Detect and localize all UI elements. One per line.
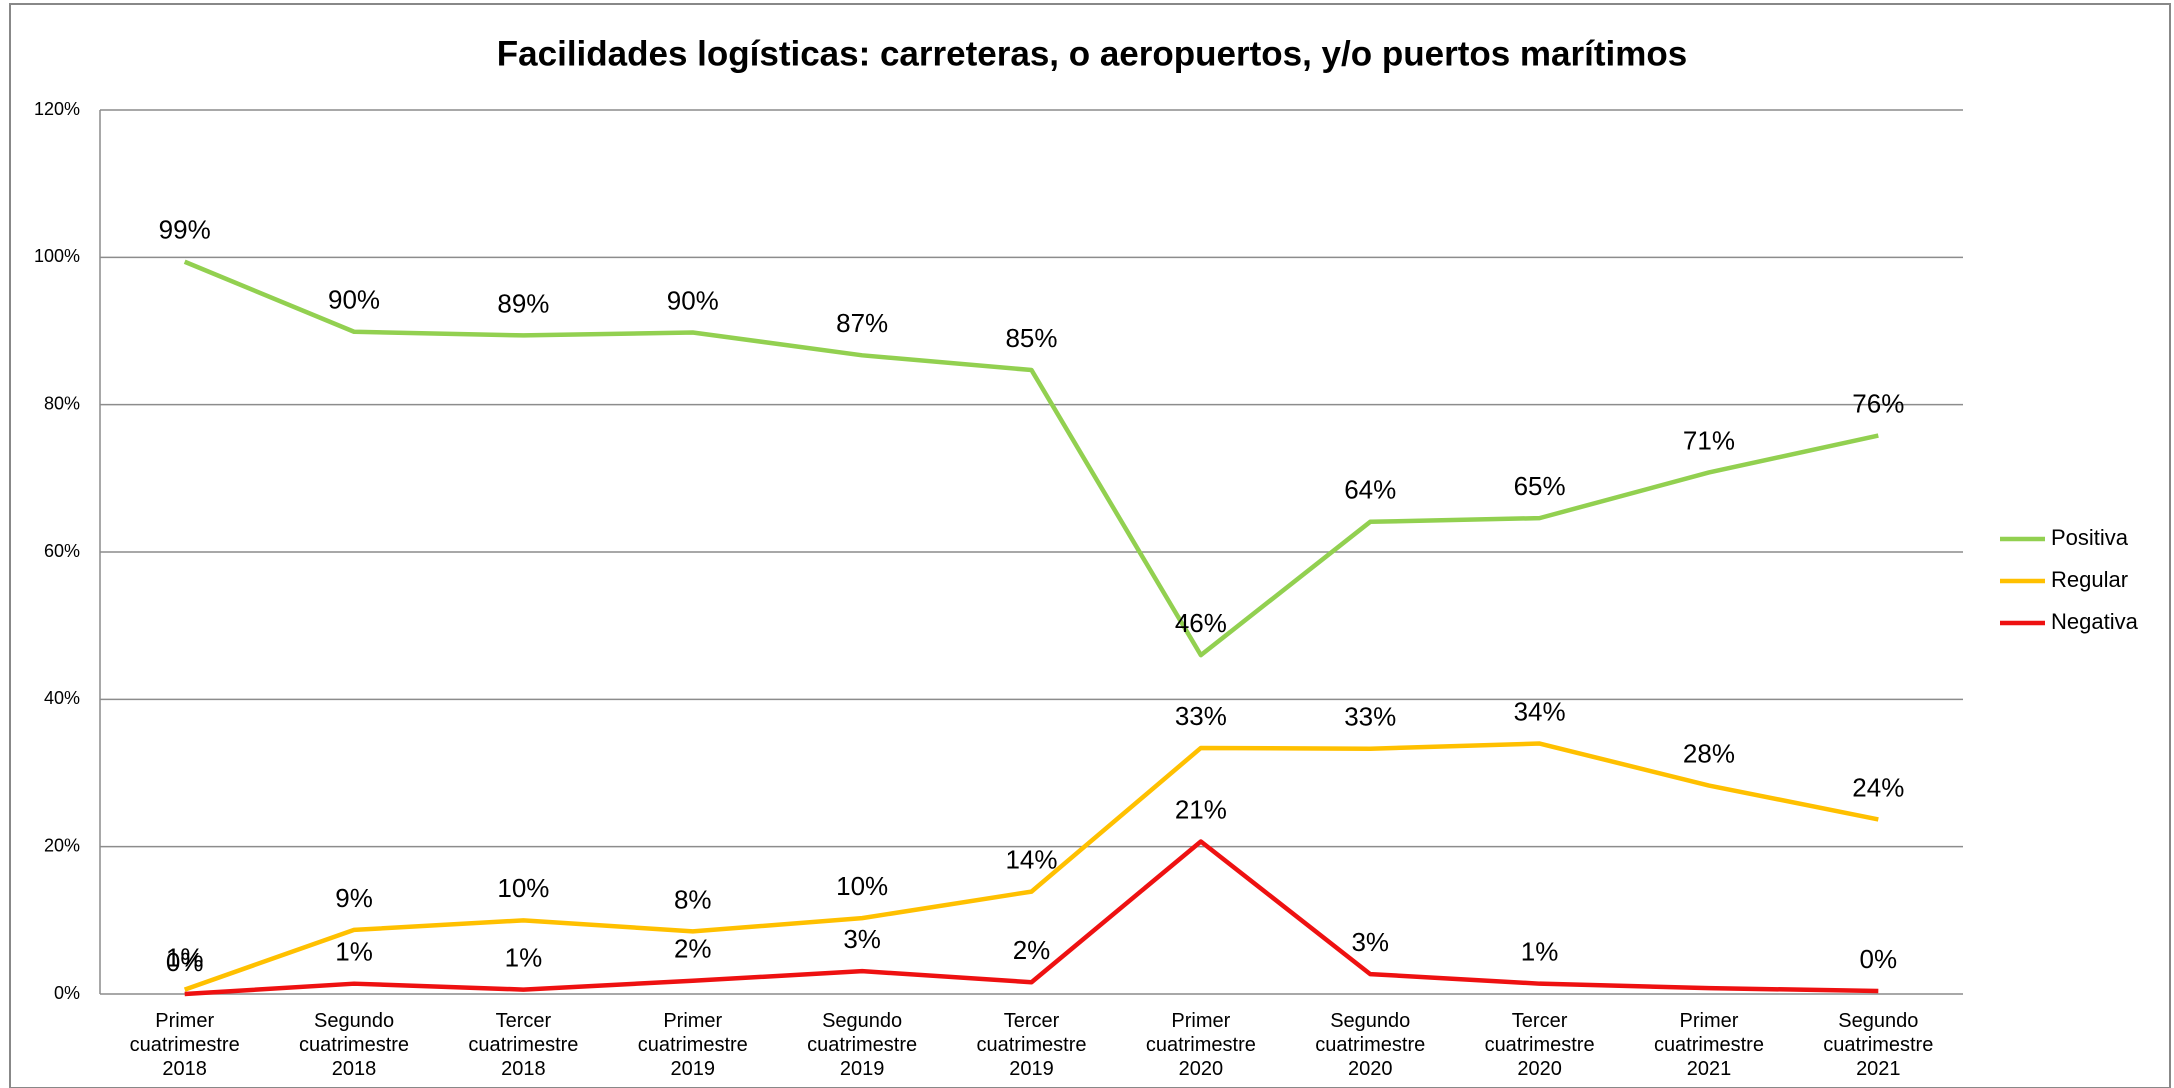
data-label: 10% [836,871,888,901]
chart-border [9,3,2171,1088]
data-label: 10% [497,873,549,903]
x-tick-label: Primer cuatrimestre 2020 [1146,1010,1256,1080]
y-tick-label: 40% [44,688,80,708]
data-label: 3% [843,924,881,954]
data-label: 87% [836,308,888,338]
y-tick-label: 120% [34,99,80,119]
data-label: 90% [667,285,719,315]
data-label: 1% [1521,937,1559,967]
data-label: 85% [1005,323,1057,353]
y-tick-label: 60% [44,541,80,561]
data-label: 24% [1852,772,1904,802]
y-tick-label: 20% [44,835,80,855]
x-tick-label: Tercer cuatrimestre 2019 [976,1010,1086,1080]
data-label: 99% [159,215,211,245]
data-label: 33% [1175,701,1227,731]
series-line [184,839,1879,997]
data-label: 14% [1005,844,1057,874]
data-label: 0% [166,947,204,977]
data-label: 28% [1683,738,1735,768]
series-line [183,259,1879,658]
x-tick-label: Primer cuatrimestre 2021 [1654,1010,1764,1080]
data-label: 2% [674,934,712,964]
data-label: 71% [1683,425,1735,455]
data-label: 34% [1514,696,1566,726]
y-tick-label: 0% [54,983,80,1003]
y-tick-label: 100% [34,246,80,266]
x-tick-label: Primer cuatrimestre 2019 [638,1010,748,1080]
data-label: 33% [1344,702,1396,732]
data-label: 2% [1013,935,1051,965]
x-tick-label: Segundo cuatrimestre 2018 [299,1010,409,1080]
data-label: 89% [497,288,549,318]
data-label: 0% [1860,944,1898,974]
legend-label: Negativa [2051,609,2139,634]
data-label: 9% [335,883,373,913]
data-label: 90% [328,285,380,315]
data-label: 65% [1514,471,1566,501]
x-tick-label: Tercer cuatrimestre 2020 [1485,1010,1595,1080]
data-label: 46% [1175,608,1227,638]
data-label: 8% [674,884,712,914]
x-tick-label: Segundo cuatrimestre 2021 [1823,1010,1933,1080]
data-label: 1% [335,937,373,967]
data-label: 76% [1852,388,1904,418]
legend-label: Positiva [2051,525,2129,550]
x-tick-label: Segundo cuatrimestre 2020 [1315,1010,1425,1080]
y-tick-label: 80% [44,393,80,413]
series-line [183,741,1879,992]
data-label: 3% [1351,927,1389,957]
chart-title: Facilidades logísticas: carreteras, o ae… [497,34,1687,73]
x-tick-label: Segundo cuatrimestre 2019 [807,1010,917,1080]
data-label: 64% [1344,475,1396,505]
data-label: 1% [166,942,204,972]
x-tick-label: Tercer cuatrimestre 2018 [468,1010,578,1080]
legend-label: Regular [2051,567,2128,592]
data-label: 1% [505,942,543,972]
data-label: 21% [1175,794,1227,824]
x-tick-label: Primer cuatrimestre 2018 [130,1010,240,1080]
